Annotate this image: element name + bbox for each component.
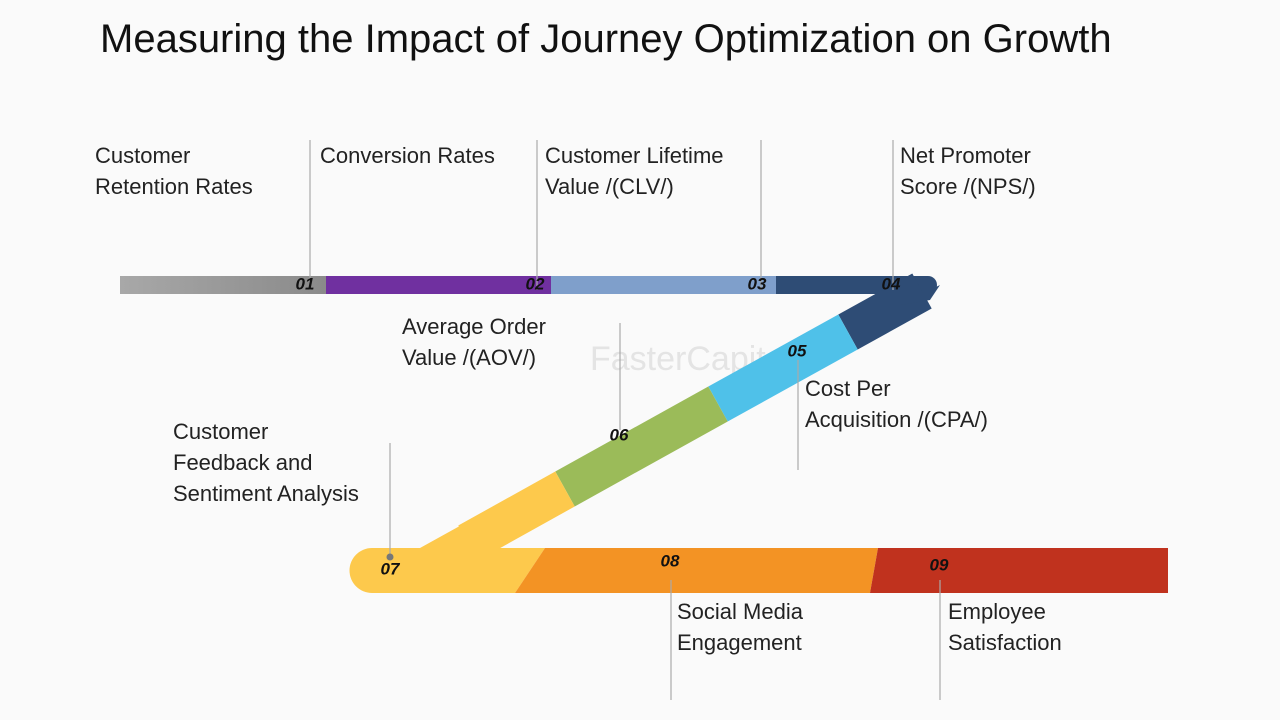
step: 08 Social Media Engagement xyxy=(661,551,804,655)
step-label: Net Promoter xyxy=(900,143,1031,168)
step-label: Retention Rates xyxy=(95,174,253,199)
title: Measuring the Impact of Journey Optimiza… xyxy=(100,17,1112,61)
step-number: 01 xyxy=(296,274,315,293)
step-label: Score /(NPS/) xyxy=(900,174,1036,199)
band-turn xyxy=(900,285,940,305)
step-label: Social Media xyxy=(677,599,804,624)
steps: 01 Customer Retention Rates 02 Conversion Ra… xyxy=(95,143,1062,655)
step: 03 Customer Lifetime Value /(CLV/) xyxy=(545,143,767,293)
step-number: 08 xyxy=(661,551,680,570)
step: 05 Cost Per Acquisition /(CPA/) xyxy=(788,341,988,432)
bottom-band xyxy=(349,512,1168,593)
step-label: Average Order xyxy=(402,314,546,339)
step-label: Cost Per xyxy=(805,376,891,401)
step-label: Engagement xyxy=(677,630,802,655)
step: 06 Average Order Value /(AOV/) xyxy=(402,314,629,444)
step-label: Customer xyxy=(173,419,268,444)
step-number: 06 xyxy=(610,425,629,444)
step-label: Feedback and xyxy=(173,450,312,475)
step-label: Value /(CLV/) xyxy=(545,174,674,199)
step-label: Employee xyxy=(948,599,1046,624)
leader-lines xyxy=(309,140,941,700)
step-number: 07 xyxy=(381,559,401,578)
step-label: Acquisition /(CPA/) xyxy=(805,407,988,432)
step-label: Customer xyxy=(95,143,190,168)
step: 09 Employee Satisfaction xyxy=(930,555,1062,655)
step-number: 05 xyxy=(788,341,807,360)
step-label: Conversion Rates xyxy=(320,143,495,168)
step-label: Satisfaction xyxy=(948,630,1062,655)
step-number: 04 xyxy=(882,274,901,293)
step: 02 Conversion Rates xyxy=(320,143,545,293)
step-label: Sentiment Analysis xyxy=(173,481,359,506)
step-label: Customer Lifetime xyxy=(545,143,724,168)
step-number: 02 xyxy=(526,274,545,293)
step: 01 Customer Retention Rates xyxy=(95,143,314,293)
step-label: Value /(AOV/) xyxy=(402,345,536,370)
step-number: 03 xyxy=(748,274,767,293)
step-number: 09 xyxy=(930,555,949,574)
step: 04 Net Promoter Score /(NPS/) xyxy=(882,143,1036,293)
step: 07 Customer Feedback and Sentiment Analysis xyxy=(173,419,401,578)
